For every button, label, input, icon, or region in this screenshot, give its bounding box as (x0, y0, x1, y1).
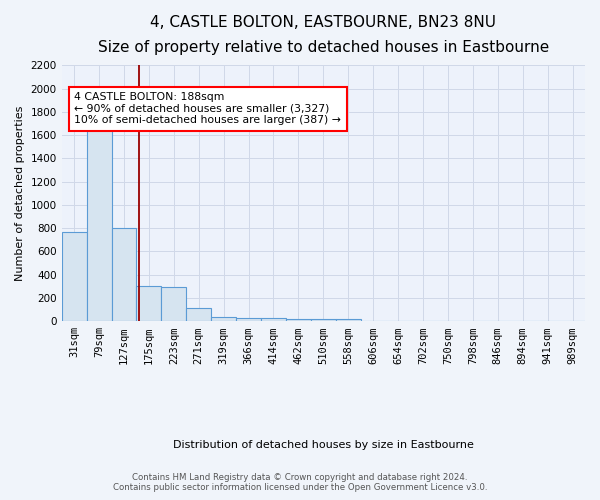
Bar (136, 286, 161, 321)
Text: 4 CASTLE BOLTON: 188sqm
← 90% of detached houses are smaller (3,327)
10% of semi: 4 CASTLE BOLTON: 188sqm ← 90% of detache… (74, 92, 341, 126)
Bar (311, 319, 336, 321)
Bar (62, 232, 86, 321)
Text: Contains HM Land Registry data © Crown copyright and database right 2024.: Contains HM Land Registry data © Crown c… (132, 474, 468, 482)
Bar (211, 316, 236, 321)
Bar (236, 318, 261, 321)
Bar (112, 228, 136, 321)
Bar (186, 308, 211, 321)
Bar (286, 319, 311, 321)
X-axis label: Distribution of detached houses by size in Eastbourne: Distribution of detached houses by size … (173, 440, 474, 450)
Bar (336, 319, 361, 321)
Title: 4, CASTLE BOLTON, EASTBOURNE, BN23 8NU
Size of property relative to detached hou: 4, CASTLE BOLTON, EASTBOURNE, BN23 8NU S… (98, 15, 549, 54)
Bar (86, 126, 112, 321)
Bar (161, 287, 186, 321)
Text: Contains public sector information licensed under the Open Government Licence v3: Contains public sector information licen… (113, 484, 487, 492)
Y-axis label: Number of detached properties: Number of detached properties (15, 106, 25, 281)
Bar (261, 318, 286, 321)
